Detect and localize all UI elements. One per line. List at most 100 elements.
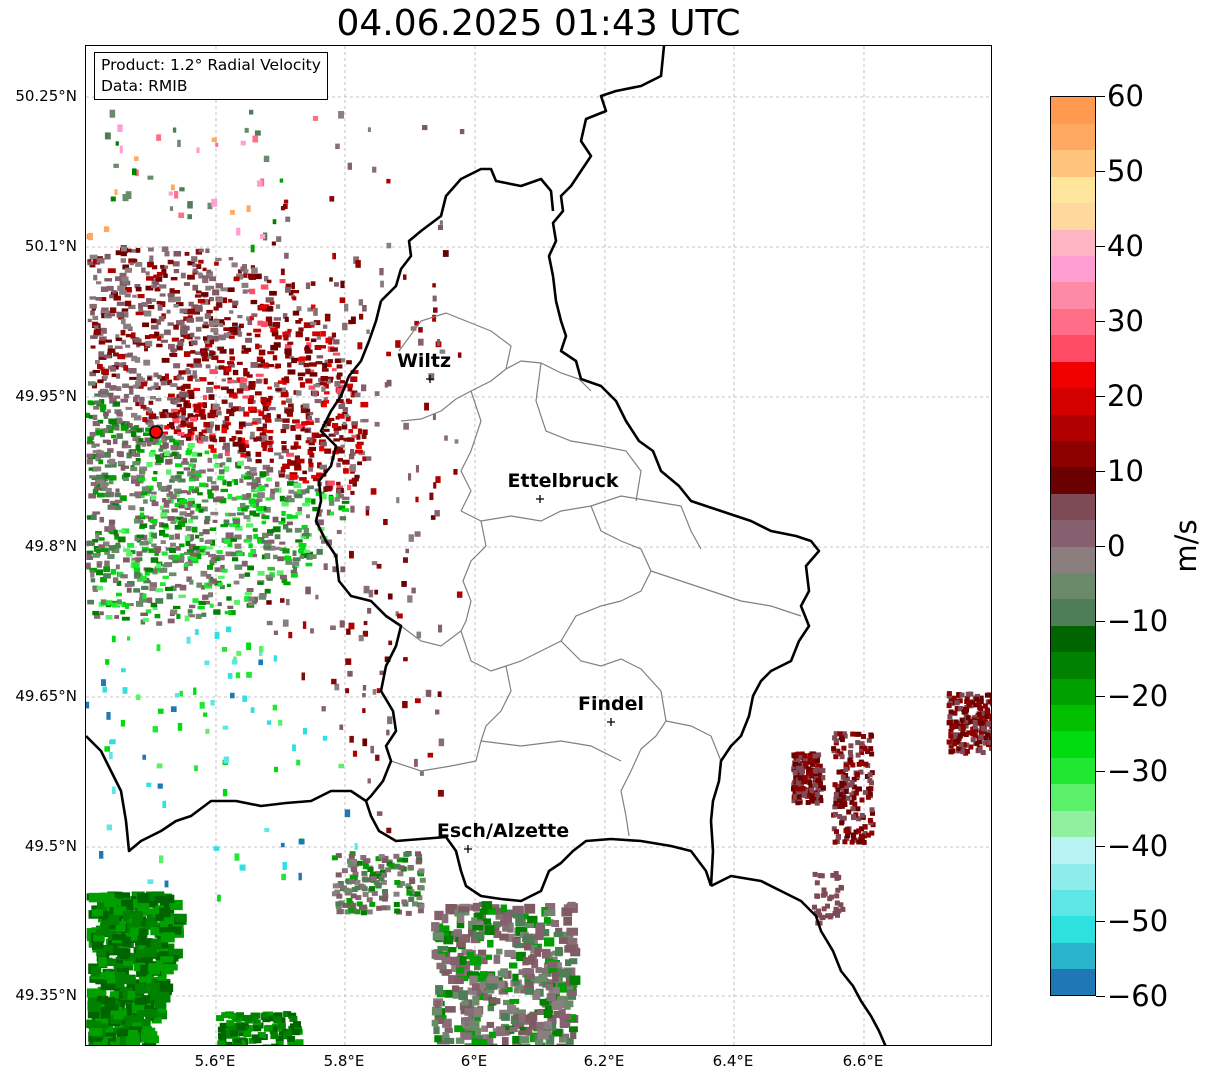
radar-echo-pixel: [167, 950, 180, 960]
radar-echo-pixel: [236, 552, 243, 556]
radar-echo-pixel: [374, 871, 381, 877]
radar-echo-pixel: [250, 362, 258, 368]
radar-echo-pixel: [128, 304, 136, 310]
radar-echo-pixel: [159, 986, 172, 995]
radar-echo-pixel: [110, 291, 119, 298]
radar-echo-pixel: [160, 512, 168, 517]
radar-echo-pixel: [302, 480, 310, 484]
radar-echo-pixel: [434, 1000, 441, 1008]
radar-echo-pixel: [135, 515, 143, 519]
radar-echo-pixel: [519, 1026, 532, 1033]
radar-echo-pixel: [97, 379, 104, 384]
radar-echo-pixel: [545, 903, 556, 913]
radar-echo-pixel: [139, 474, 145, 479]
radar-echo-pixel: [394, 880, 401, 885]
radar-echo-pixel: [142, 546, 149, 551]
radar-echo-pixel: [90, 573, 95, 578]
radar-echo-pixel: [251, 553, 258, 558]
radar-echo-pixel: [191, 256, 198, 263]
radar-echo-pixel: [869, 780, 874, 786]
radar-echo-pixel: [155, 398, 162, 402]
radar-echo-pixel: [354, 474, 360, 479]
radar-echo-pixel: [278, 455, 284, 460]
radar-echo-pixel: [338, 900, 345, 906]
radar-echo-pixel: [216, 1015, 225, 1022]
radar-echo-pixel: [537, 1030, 549, 1040]
radar-echo-pixel: [193, 403, 201, 410]
radar-echo-pixel: [285, 408, 291, 415]
radar-echo-pixel: [145, 411, 154, 416]
radar-echo-pixel: [361, 433, 367, 439]
radar-echo-pixel: [171, 926, 182, 935]
radar-echo-pixel: [170, 585, 177, 592]
radar-echo-pixel: [300, 407, 308, 414]
radar-echo-pixel: [155, 598, 164, 604]
radar-echo-pixel: [322, 735, 328, 741]
radar-echo-pixel: [487, 975, 499, 985]
radar-echo-pixel: [322, 324, 328, 329]
radar-echo-pixel: [815, 764, 820, 769]
radar-echo-pixel: [263, 155, 270, 163]
radar-echo-pixel: [109, 307, 117, 314]
radar-echo-pixel: [171, 383, 178, 388]
radar-echo-pixel: [259, 646, 264, 653]
radar-echo-pixel: [115, 386, 122, 392]
radar-echo-pixel: [287, 412, 293, 417]
radar-echo-pixel: [166, 493, 172, 498]
radar-echo-pixel: [194, 363, 203, 368]
radar-echo-pixel: [87, 436, 93, 443]
radar-echo-pixel: [237, 507, 243, 512]
radar-echo-pixel: [946, 739, 952, 745]
radar-echo-pixel: [195, 407, 201, 412]
radar-echo-pixel: [418, 871, 424, 877]
radar-echo-pixel: [110, 500, 115, 506]
radar-echo-pixel: [157, 991, 170, 1000]
radar-echo-pixel: [792, 789, 798, 795]
radar-echo-pixel: [283, 199, 289, 204]
radar-echo-pixel: [92, 369, 101, 373]
radar-echo-pixel: [376, 688, 380, 694]
radar-echo-pixel: [479, 908, 489, 915]
radar-echo-pixel: [380, 280, 384, 288]
radar-echo-pixel: [303, 363, 309, 368]
radar-echo-pixel: [306, 355, 312, 361]
radar-echo-pixel: [188, 443, 194, 450]
radar-echo-pixel: [336, 485, 344, 489]
radar-echo-pixel: [162, 563, 171, 568]
radar-echo-pixel: [120, 465, 126, 471]
radar-echo-pixel: [136, 955, 147, 964]
radar-echo-pixel: [831, 826, 837, 832]
radar-echo-pixel: [324, 391, 330, 395]
radar-echo-pixel: [323, 563, 328, 571]
radar-echo-pixel: [254, 499, 260, 503]
radar-echo-pixel: [202, 277, 209, 284]
radar-echo-pixel: [212, 453, 218, 459]
radar-echo-pixel: [948, 733, 954, 739]
radar-echo-pixel: [478, 927, 491, 933]
radar-echo-pixel: [832, 782, 838, 788]
radar-echo-pixel: [227, 361, 235, 365]
radar-echo-pixel: [166, 309, 171, 314]
radar-echo-pixel: [249, 467, 257, 472]
radar-echo-pixel: [97, 364, 103, 370]
radar-echo-pixel: [250, 487, 257, 493]
radar-echo-pixel: [203, 422, 211, 428]
radar-echo-pixel: [114, 615, 120, 619]
radar-echo-pixel: [418, 885, 425, 891]
radar-echo-pixel: [113, 963, 125, 971]
radar-echo-pixel: [177, 722, 183, 731]
radar-echo-pixel: [439, 349, 446, 354]
radar-echo-pixel: [976, 700, 982, 706]
radar-echo-pixel: [342, 407, 349, 412]
radar-echo-pixel: [859, 839, 865, 845]
radar-echo-pixel: [192, 284, 199, 291]
radar-echo-pixel: [104, 132, 111, 140]
radar-echo-pixel: [350, 875, 356, 881]
radar-echo-pixel: [298, 543, 307, 548]
radar-echo-pixel: [368, 589, 374, 598]
radar-echo-pixel: [456, 921, 465, 929]
radar-echo-pixel: [292, 550, 297, 556]
radar-echo-pixel: [179, 543, 185, 548]
radar-echo-pixel: [157, 963, 170, 972]
radar-echo-pixel: [314, 399, 322, 404]
